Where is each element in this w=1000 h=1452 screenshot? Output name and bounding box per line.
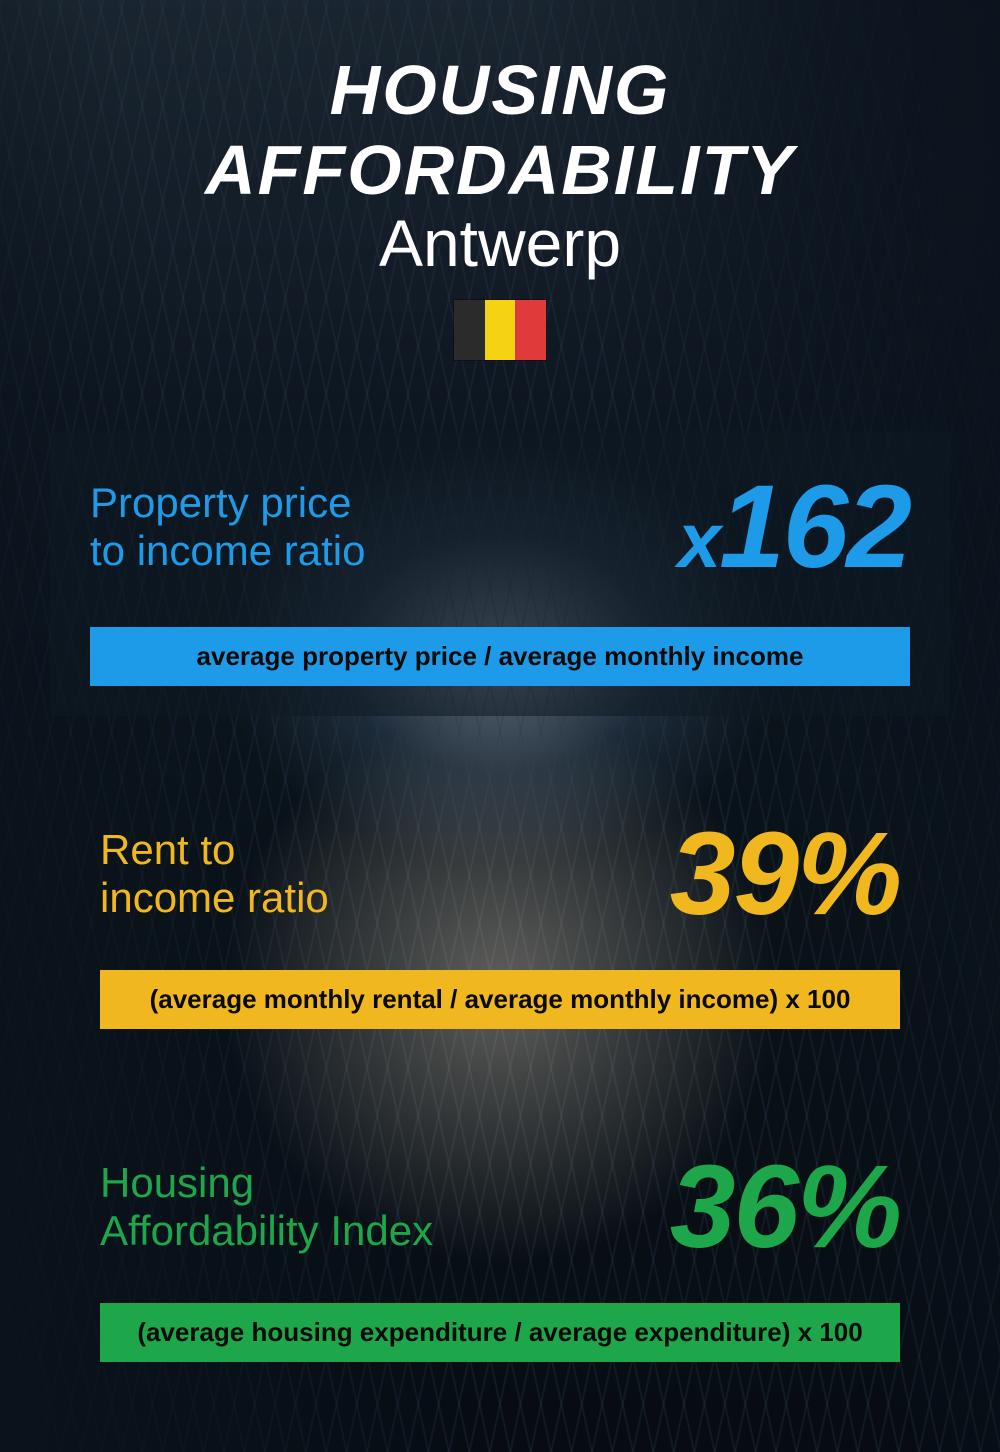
metric-row: Housing Affordability Index 36% [100, 1139, 900, 1275]
metric-panel-property-price: Property price to income ratio x162 aver… [50, 431, 950, 716]
metric-value: 39% [670, 806, 900, 942]
metric-label-line2: income ratio [100, 874, 329, 921]
metric-value: 36% [670, 1139, 900, 1275]
metric-label-line1: Housing [100, 1159, 254, 1206]
metric-label: Property price to income ratio [90, 479, 365, 576]
subtitle-city: Antwerp [50, 205, 950, 281]
metric-section-rent: Rent to income ratio 39% (average monthl… [50, 806, 950, 1029]
metric-formula: (average housing expenditure / average e… [100, 1303, 900, 1362]
metric-row: Rent to income ratio 39% [100, 806, 900, 942]
metric-value: x162 [678, 459, 910, 595]
metric-formula: average property price / average monthly… [90, 627, 910, 686]
metric-row: Property price to income ratio x162 [90, 459, 910, 595]
metric-section-hai: Housing Affordability Index 36% (average… [50, 1139, 950, 1362]
metric-value-number: 162 [719, 461, 910, 593]
metric-label-line1: Property price [90, 479, 351, 526]
metric-formula: (average monthly rental / average monthl… [100, 970, 900, 1029]
metric-label-line2: Affordability Index [100, 1207, 433, 1254]
flag-stripe-red [515, 300, 546, 360]
content-wrapper: HOUSING AFFORDABILITY Antwerp Property p… [0, 0, 1000, 1452]
belgium-flag-icon [453, 299, 547, 361]
flag-stripe-black [454, 300, 485, 360]
flag-stripe-yellow [485, 300, 516, 360]
metric-value-prefix: x [678, 496, 719, 584]
metric-label-line2: to income ratio [90, 527, 365, 574]
metric-label: Rent to income ratio [100, 826, 329, 923]
main-title: HOUSING AFFORDABILITY [50, 50, 950, 210]
metric-label: Housing Affordability Index [100, 1159, 433, 1256]
metric-label-line1: Rent to [100, 826, 235, 873]
